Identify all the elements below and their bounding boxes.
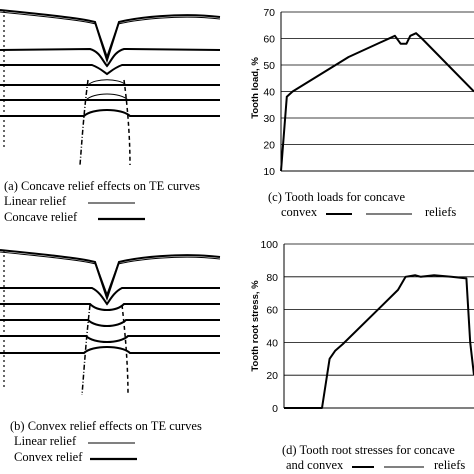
panel-a-caption: (a) Concave relief effects on TE curves [4,179,200,193]
panel-c-y-tick-label: 70 [263,7,275,19]
panel-c-chart: 70 60 50 40 30 20 10 [263,7,474,178]
panel-a [0,9,221,166]
panel-d-y-tick-label: 40 [266,337,278,349]
panel-b-dash-guide [121,304,129,396]
panel-a-te-curve-1-linear [0,11,221,58]
panel-b [0,249,221,396]
panel-a-dashdot-guide [79,79,89,166]
panel-d-y-tick-label: 100 [260,239,278,251]
panel-d-caption-line1: (d) Tooth root stresses for concave [282,443,455,457]
panel-c-caption-reliefs: reliefs [425,205,456,219]
panel-c-caption-line1: (c) Tooth loads for concave [268,190,405,204]
panel-d-caption-reliefs: reliefs [434,458,465,472]
panel-d-y-tick-label: 60 [266,305,278,317]
panel-c-caption-convex: convex [281,205,318,219]
panel-b-te-curve-3 [0,303,220,311]
panel-d-series-line [284,274,474,409]
panel-d-y-tick-label: 20 [266,370,278,382]
panel-b-legend-linear-label: Linear relief [14,434,77,448]
panel-c-y-tick-label: 50 [263,60,275,72]
panel-d-y-tick-label: 80 [266,272,278,284]
panel-c-y-tick-label: 20 [263,140,275,152]
panel-a-te-curve-5-bump [85,93,129,101]
panel-b-legend-convex-label: Convex relief [14,450,83,464]
panel-a-legend-linear-label: Linear relief [4,194,67,208]
panel-b-te-curve-6 [0,346,220,354]
panel-c-y-axis-label: Tooth load, % [250,57,261,119]
panel-d-chart: 100 80 60 40 20 0 [260,239,474,415]
panel-c-y-tick-label: 10 [263,166,275,178]
panel-c-series-line [280,32,474,172]
panel-c-y-tick-label: 40 [263,87,275,99]
panel-b-te-curve-1 [0,249,221,302]
panel-d-y-axis-label: Tooth root stress, % [250,280,261,372]
panel-a-te-curve-2 [0,47,221,68]
panel-a-te-curve-3 [0,64,220,76]
panel-b-te-curve-4 [0,319,220,327]
panel-a-legend-concave-label: Concave relief [4,210,78,224]
panel-d-caption-convex: and convex [286,458,344,472]
panel-b-te-curve-1-linear [0,251,221,296]
panel-c-y-tick-label: 60 [263,34,275,46]
panel-b-te-curve-5 [0,335,220,343]
panel-a-te-curve-1 [0,9,221,64]
panel-c-y-tick-label: 30 [263,113,275,125]
panel-a-te-curve-6 [0,109,220,117]
panel-b-dashdot-guide [81,304,91,396]
panel-b-caption: (b) Convex relief effects on TE curves [10,419,202,433]
panel-a-dash-guide [123,79,131,166]
panel-d-y-tick-label: 0 [272,403,278,415]
panel-b-te-curve-2 [0,287,220,306]
